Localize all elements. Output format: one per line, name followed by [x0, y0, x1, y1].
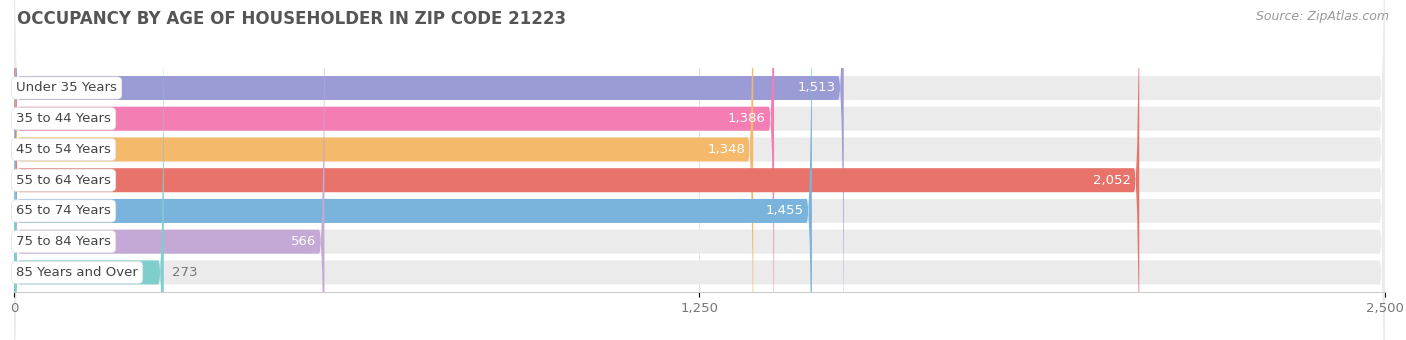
- Text: 273: 273: [172, 266, 197, 279]
- FancyBboxPatch shape: [14, 0, 811, 340]
- Text: 1,513: 1,513: [797, 82, 835, 95]
- Text: 85 Years and Over: 85 Years and Over: [17, 266, 138, 279]
- FancyBboxPatch shape: [14, 0, 1385, 340]
- Text: 1,348: 1,348: [707, 143, 745, 156]
- FancyBboxPatch shape: [14, 0, 754, 340]
- FancyBboxPatch shape: [14, 0, 1385, 340]
- FancyBboxPatch shape: [14, 0, 775, 340]
- Text: Under 35 Years: Under 35 Years: [17, 82, 117, 95]
- Text: 75 to 84 Years: 75 to 84 Years: [17, 235, 111, 248]
- FancyBboxPatch shape: [14, 0, 1385, 340]
- FancyBboxPatch shape: [14, 0, 1385, 340]
- Text: 566: 566: [291, 235, 316, 248]
- Text: 45 to 54 Years: 45 to 54 Years: [17, 143, 111, 156]
- Text: 55 to 64 Years: 55 to 64 Years: [17, 174, 111, 187]
- Text: 1,455: 1,455: [766, 204, 804, 218]
- Text: Source: ZipAtlas.com: Source: ZipAtlas.com: [1256, 10, 1389, 23]
- FancyBboxPatch shape: [14, 0, 1385, 340]
- Text: 1,386: 1,386: [728, 112, 766, 125]
- FancyBboxPatch shape: [14, 0, 844, 340]
- FancyBboxPatch shape: [14, 0, 163, 340]
- FancyBboxPatch shape: [14, 0, 1139, 340]
- FancyBboxPatch shape: [14, 0, 1385, 340]
- Text: 65 to 74 Years: 65 to 74 Years: [17, 204, 111, 218]
- Text: 35 to 44 Years: 35 to 44 Years: [17, 112, 111, 125]
- Text: 2,052: 2,052: [1092, 174, 1130, 187]
- FancyBboxPatch shape: [14, 0, 1385, 340]
- FancyBboxPatch shape: [14, 0, 325, 340]
- Text: OCCUPANCY BY AGE OF HOUSEHOLDER IN ZIP CODE 21223: OCCUPANCY BY AGE OF HOUSEHOLDER IN ZIP C…: [17, 10, 567, 28]
